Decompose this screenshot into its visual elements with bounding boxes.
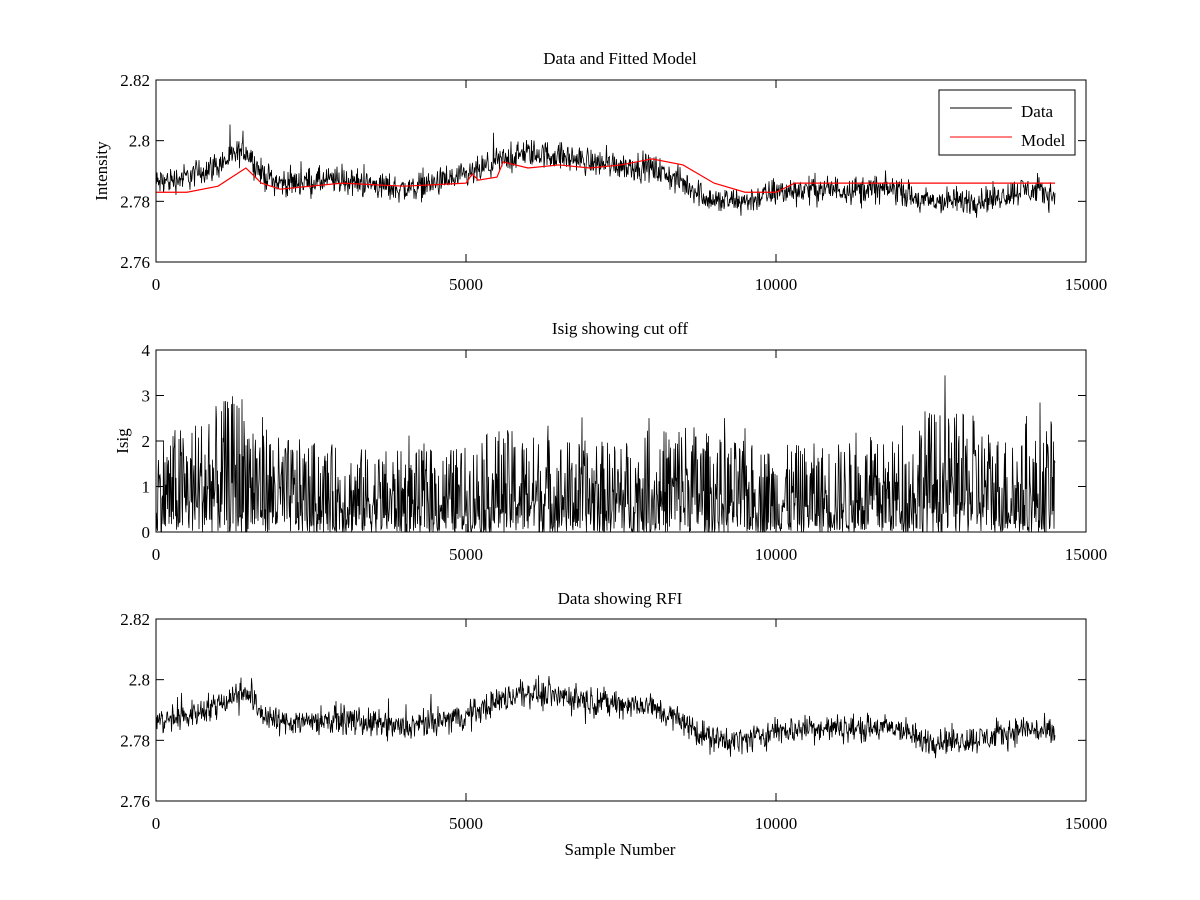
x-tick-label: 10000 bbox=[755, 814, 798, 833]
y-tick-label: 2.82 bbox=[120, 71, 150, 90]
x-tick-label: 10000 bbox=[755, 545, 798, 564]
y-tick-label: 2.8 bbox=[129, 671, 150, 690]
panel-isig: Isig showing cut off Isig 0 5000 10000 1500… bbox=[113, 319, 1107, 564]
y-tick-label: 2.76 bbox=[120, 253, 150, 272]
x-tick-label: 10000 bbox=[755, 275, 798, 294]
panel-1-plot: 0 5000 10000 15000 2.76 2.78 2.8 2.82 bbox=[120, 71, 1107, 294]
legend-data-label: Data bbox=[1021, 102, 1054, 121]
panel-3-xlabel: Sample Number bbox=[565, 840, 676, 859]
series-line-signal bbox=[155, 375, 1056, 533]
series-line-signal bbox=[155, 675, 1056, 759]
axes-box bbox=[155, 618, 1087, 802]
y-tick-label: 2 bbox=[142, 432, 151, 451]
x-tick-label: 0 bbox=[152, 275, 161, 294]
y-tick-label: 4 bbox=[142, 341, 151, 360]
panel-3-plot: 0 5000 10000 15000 2.76 2.78 2.8 2.82 bbox=[120, 610, 1107, 833]
series-line-model bbox=[156, 158, 1055, 193]
y-tick-label: 1 bbox=[142, 478, 151, 497]
series-line-data bbox=[155, 124, 1056, 218]
panel-data-and-model: Data and Fitted Model Intensity 0 5000 100… bbox=[92, 49, 1107, 294]
y-tick-label: 3 bbox=[142, 387, 151, 406]
x-tick-label: 5000 bbox=[449, 275, 483, 294]
panel-3-title: Data showing RFI bbox=[558, 589, 683, 608]
x-tick-label: 5000 bbox=[449, 814, 483, 833]
y-tick-label: 2.78 bbox=[120, 192, 150, 211]
legend-model-label: Model bbox=[1021, 131, 1066, 150]
panel-1-ylabel: Intensity bbox=[92, 141, 111, 201]
panel-2-title: Isig showing cut off bbox=[552, 319, 688, 338]
x-tick-label: 15000 bbox=[1065, 275, 1108, 294]
x-tick-label: 0 bbox=[152, 814, 161, 833]
y-tick-label: 2.76 bbox=[120, 792, 150, 811]
x-tick-label: 0 bbox=[152, 545, 161, 564]
panel-2-plot: 0 5000 10000 15000 0 1 2 3 4 bbox=[142, 341, 1108, 564]
panel-2-ylabel: Isig bbox=[113, 428, 132, 454]
y-tick-label: 0 bbox=[142, 523, 151, 542]
panel-1-title: Data and Fitted Model bbox=[543, 49, 697, 68]
x-tick-label: 5000 bbox=[449, 545, 483, 564]
panel-rfi: Data showing RFI Sample Number 0 5000 1000… bbox=[120, 589, 1107, 859]
x-tick-label: 15000 bbox=[1065, 545, 1108, 564]
x-tick-label: 15000 bbox=[1065, 814, 1108, 833]
legend-box bbox=[938, 89, 1076, 156]
axes-box bbox=[155, 79, 1087, 263]
y-tick-label: 2.8 bbox=[129, 132, 150, 151]
y-tick-label: 2.78 bbox=[120, 731, 150, 750]
legend: Data Model bbox=[938, 89, 1076, 156]
y-tick-label: 2.82 bbox=[120, 610, 150, 629]
